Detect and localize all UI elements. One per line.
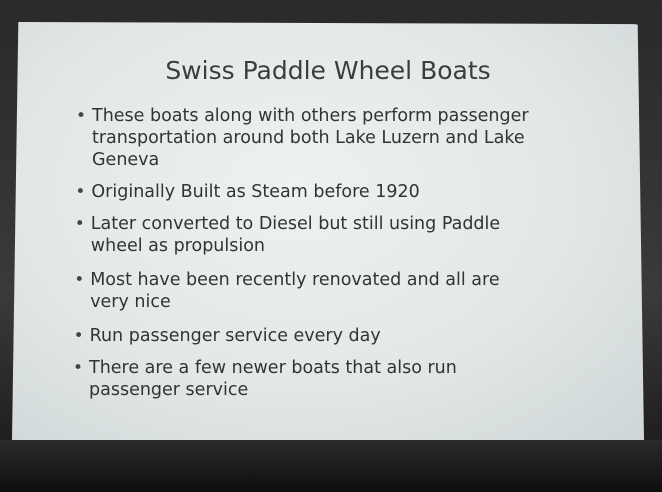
bullet-text: transportation around both Lake Luzern a… <box>92 128 525 148</box>
bullet-text: passenger service <box>89 380 248 400</box>
bullet-text: Originally Built as Steam before 1920 <box>91 182 419 202</box>
bullet-text: Geneva <box>92 150 159 170</box>
bullet-dot: • <box>73 358 83 378</box>
bullet-text: There are a few newer boats that also ru… <box>89 358 457 378</box>
bullet-text: Run passenger service every day <box>90 326 381 346</box>
slide-title: Swiss Paddle Wheel Boats <box>12 56 644 85</box>
bullet-text: These boats along with others perform pa… <box>92 106 529 126</box>
floor <box>0 440 662 492</box>
bullet-text: very nice <box>90 292 171 312</box>
bullet-text: Most have been recently renovated and al… <box>90 270 499 290</box>
bullet-text: wheel as propulsion <box>91 236 265 256</box>
bullet-dot: • <box>76 106 86 126</box>
bullet-text: Later converted to Diesel but still usin… <box>91 214 500 234</box>
bullet-dot: • <box>75 182 85 202</box>
bullet-dot: • <box>74 270 84 290</box>
bullet-dot: • <box>74 326 84 346</box>
page: Swiss Paddle Wheel Boats • These boats al… <box>0 0 662 492</box>
bullet-dot: • <box>75 214 85 234</box>
